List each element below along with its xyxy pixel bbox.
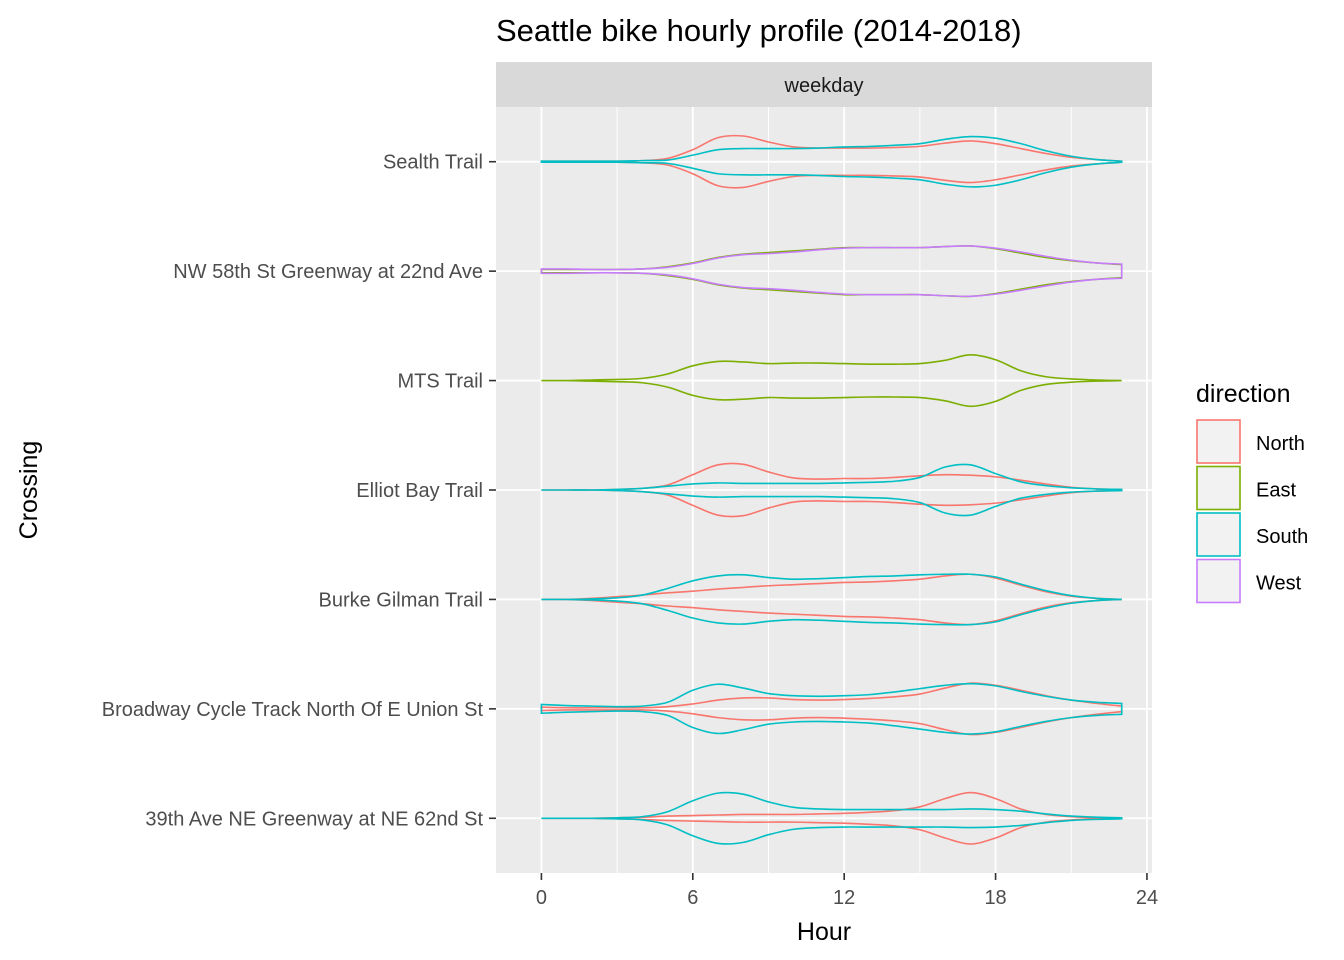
y-tick-label: Sealth Trail [383, 152, 483, 174]
violin-elliot-bay-trail-south [541, 463, 1123, 517]
y-tick-label: Broadway Cycle Track North Of E Union St [102, 699, 484, 721]
violin-sealth-trail-south [540, 135, 1123, 188]
y-axis: 39th Ave NE Greenway at NE 62nd St Broadw… [102, 152, 496, 830]
y-tick-label: MTS Trail [397, 371, 483, 393]
x-tick-label: 24 [1136, 887, 1158, 909]
facet-strip: weekday [496, 62, 1152, 107]
x-tick-label: 0 [536, 887, 547, 909]
violin-mts-trail-east [541, 354, 1122, 408]
y-tick-label: Burke Gilman Trail [319, 589, 484, 611]
legend-key-north [1196, 419, 1241, 464]
legend-label-west: West [1256, 573, 1302, 595]
facet-strip-label: weekday [784, 75, 864, 97]
legend-label-north: North [1256, 433, 1305, 455]
y-tick-label: 39th Ave NE Greenway at NE 62nd St [145, 808, 483, 830]
x-tick-label: 6 [687, 887, 698, 909]
x-axis-title: Hour [797, 918, 851, 946]
legend-key-west [1196, 558, 1241, 604]
violin-layer [540, 134, 1123, 845]
legend-key-east [1196, 465, 1241, 511]
legend-label-east: East [1256, 480, 1296, 502]
x-axis: 0 6 12 18 24 [536, 873, 1158, 909]
legend-label-south: South [1256, 526, 1308, 548]
violin-nw-58th-st-greenway-at-22nd-ave-west [540, 245, 1123, 298]
legend-key-south [1196, 512, 1241, 557]
x-tick-label: 18 [984, 887, 1006, 909]
plot-panel [496, 107, 1152, 873]
legend-keys: North East South West [1196, 419, 1308, 604]
violin-broadway-cycle-track-north-of-e-union-st-south [540, 682, 1123, 735]
y-tick-label: NW 58th St Greenway at 22nd Ave [173, 261, 483, 283]
chart-title: Seattle bike hourly profile (2014-2018) [496, 13, 1022, 48]
legend: direction North East South West [1196, 380, 1308, 604]
legend-title: direction [1196, 380, 1291, 408]
x-tick-label: 12 [833, 887, 855, 909]
violin-burke-gilman-trail-south [541, 573, 1122, 626]
y-axis-title: Crossing [15, 441, 43, 540]
violin-39th-ave-ne-greenway-at-ne-62nd-st-south [541, 791, 1123, 845]
y-tick-label: Elliot Bay Trail [356, 480, 483, 502]
